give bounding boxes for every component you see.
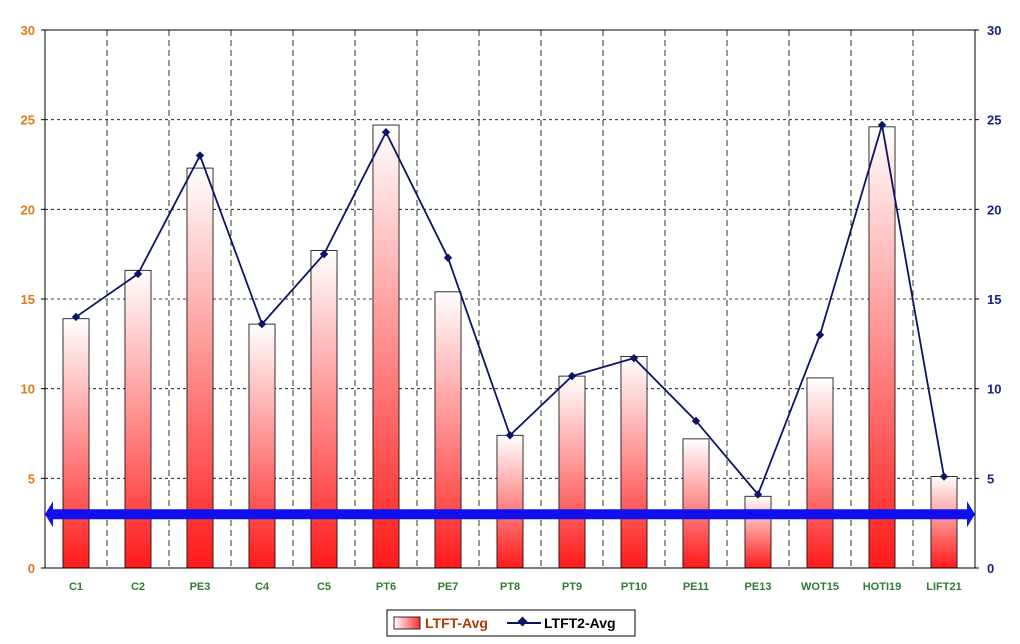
line-point-pe13 <box>753 490 763 499</box>
x-tick-label-pe13: PE13 <box>745 581 772 593</box>
line-point-c4 <box>257 319 267 329</box>
line-series-ltft2-avg <box>71 120 949 499</box>
bar-c4 <box>248 323 276 569</box>
bar-c1 <box>62 318 90 569</box>
bar-pe3 <box>186 167 214 569</box>
y2-tick-label-6: 30 <box>987 23 1001 38</box>
legend-marker-ltft2-avg <box>517 616 528 627</box>
x-tick-label-pe11: PE11 <box>683 581 709 593</box>
x-tick-label-c4: C4 <box>255 581 270 593</box>
reference-arrow-shape <box>45 501 975 528</box>
x-tick-label-c5: C5 <box>317 581 331 593</box>
x-tick-label-lift21: LIFT21 <box>926 581 961 593</box>
bar-pt6 <box>372 124 400 569</box>
line-point-lift21 <box>939 472 949 481</box>
bar-pe13 <box>744 495 772 569</box>
x-tick-label-hoti19: HOTI19 <box>863 581 902 593</box>
line-point-c5 <box>319 249 329 259</box>
axes: 0 5 10 15 20 25 30 0 5 10 15 20 25 30 C1 C2 PE3 C4 C5 PT6 PE… <box>21 23 1002 593</box>
line-point-wot15 <box>815 330 825 340</box>
line-point-pe3 <box>195 151 205 160</box>
bar-hoti19 <box>868 126 896 569</box>
x-tick-label-c1: C1 <box>69 581 83 593</box>
bar-c5 <box>310 250 338 569</box>
line-point-pt8 <box>505 431 515 440</box>
y2-tick-label-3: 15 <box>987 292 1001 307</box>
bar-series-ltft-avg <box>62 124 958 569</box>
bar-pt8 <box>496 434 524 569</box>
y-tick-label-6: 30 <box>21 23 35 38</box>
legend-swatch-ltft-avg <box>393 616 421 630</box>
line-point-pt9 <box>567 371 577 381</box>
y-tick-label-1: 5 <box>28 471 35 486</box>
x-tick-label-pt9: PT9 <box>562 581 582 593</box>
y2-tick-label-2: 10 <box>987 382 1001 397</box>
y2-tick-label-1: 5 <box>987 471 994 486</box>
bar-pe11 <box>682 438 710 569</box>
bar-lift21 <box>930 476 958 569</box>
y2-tick-label-4: 20 <box>987 202 1001 217</box>
reference-arrow <box>45 501 975 528</box>
y2-tick-label-5: 25 <box>987 113 1001 128</box>
bar-pt9 <box>558 375 586 569</box>
x-tick-label-pt10: PT10 <box>621 581 647 593</box>
line-point-hoti19 <box>877 120 887 130</box>
bar-wot15 <box>806 377 834 569</box>
line-point-c2 <box>133 269 143 279</box>
x-tick-label-pe7: PE7 <box>438 581 459 593</box>
y-tick-label-0: 0 <box>28 561 35 576</box>
line-point-pt6 <box>381 128 391 137</box>
x-tick-label-pt8: PT8 <box>500 581 520 593</box>
y-tick-label-4: 20 <box>21 202 35 217</box>
line-point-c1 <box>71 312 81 322</box>
x-tick-label-c2: C2 <box>131 581 145 593</box>
bar-pe7 <box>434 291 462 569</box>
line-point-pe7 <box>443 253 453 262</box>
x-tick-label-wot15: WOT15 <box>801 581 839 593</box>
bar-c2 <box>124 269 152 569</box>
line-point-pt10 <box>629 353 639 363</box>
legend-label-ltft-avg: LTFT-Avg <box>425 615 488 631</box>
y-tick-label-5: 25 <box>21 113 35 128</box>
x-tick-label-pt6: PT6 <box>376 581 396 593</box>
y-tick-label-3: 15 <box>21 292 35 307</box>
line-point-pe11 <box>691 416 701 426</box>
bar-pt10 <box>620 355 648 569</box>
y-tick-label-2: 10 <box>21 382 35 397</box>
y2-tick-label-0: 0 <box>987 561 994 576</box>
x-tick-label-pe3: PE3 <box>190 581 211 593</box>
legend: LTFT-Avg LTFT2-Avg <box>386 609 636 637</box>
legend-label-ltft2-avg: LTFT2-Avg <box>544 615 616 631</box>
